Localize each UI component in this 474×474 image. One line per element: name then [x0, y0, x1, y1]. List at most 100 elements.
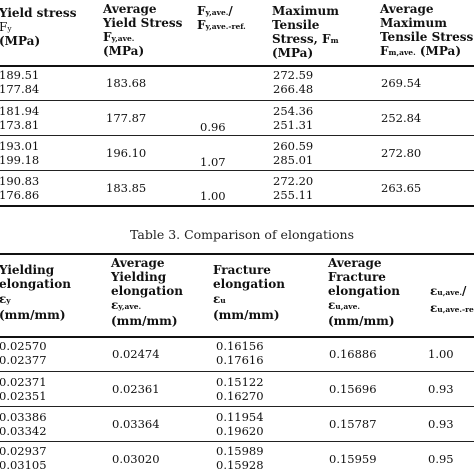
header-line: Yielding — [111, 270, 167, 284]
symbol-text: F — [197, 18, 206, 32]
max-tensile-value: 272.20 — [273, 174, 314, 188]
fracture-values: 0.16156 0.17616 — [216, 339, 264, 367]
max-tensile-value: 260.59 — [273, 139, 314, 153]
header-symbol: εu,ave.-ref. — [430, 301, 474, 315]
header-unit: (mm/mm) — [111, 314, 178, 328]
symbol-subscript: y,ave. — [205, 8, 229, 17]
yielding-elongation-value: 0.02371 — [0, 375, 47, 389]
header-line: Average — [380, 2, 434, 16]
header-unit: (mm/mm) — [213, 308, 280, 322]
max-tensile-value: 272.59 — [273, 68, 314, 82]
yield-stress-value: 189.51 — [0, 68, 40, 82]
average-yielding-value: 0.02361 — [112, 382, 160, 396]
header-symbol: Fy — [0, 20, 76, 34]
header-line: Average — [328, 256, 382, 270]
average-yielding-value: 0.02474 — [112, 347, 160, 361]
table-row: 181.94 173.81 — [0, 104, 39, 132]
row-divider — [0, 441, 474, 442]
header-unit: (MPa) — [0, 34, 41, 48]
symbol-text: F — [380, 44, 389, 58]
max-tensile-value: 285.01 — [273, 153, 314, 167]
symbol-subscript: u,ave. — [437, 288, 462, 297]
header-symbol: εy,ave. — [111, 298, 183, 312]
header-symbol: εu,ave./ — [430, 284, 474, 298]
max-tensile-value: 266.48 — [273, 82, 314, 96]
yield-stress-value: 173.81 — [0, 118, 40, 132]
yield-ratio-value: 0.96 — [200, 120, 226, 134]
table-row: 189.51 177.84 — [0, 68, 39, 96]
header-line: elongation — [213, 277, 285, 291]
fracture-elongation-value: 0.11954 — [216, 410, 264, 424]
table-row: 190.83 176.86 — [0, 174, 39, 202]
header-unit: (MPa) — [272, 46, 314, 60]
fracture-elongation-value: 0.19620 — [216, 424, 264, 438]
symbol-subscript: m — [330, 36, 339, 45]
header-yield-stress: Yield stress Fy (MPa) — [0, 6, 76, 48]
fracture-ratio-value: 0.93 — [428, 382, 454, 396]
table-row: 0.03386 0.03342 — [0, 410, 47, 438]
header-symbol: εy — [0, 292, 71, 306]
header-line: elongation — [0, 277, 71, 291]
yielding-elongation-value: 0.03105 — [0, 458, 47, 472]
average-yielding-value: 0.03020 — [112, 452, 160, 466]
table-row: 0.02937 0.03105 — [0, 444, 47, 472]
fracture-values: 0.11954 0.19620 — [216, 410, 264, 438]
header-line: elongation — [328, 284, 400, 298]
header-line: Average — [103, 2, 157, 16]
average-max-tensile-value: 252.84 — [381, 111, 422, 125]
table-row: 0.02570 0.02377 — [0, 339, 47, 367]
fracture-values: 0.15122 0.16270 — [216, 375, 264, 403]
average-max-tensile-value: 263.65 — [381, 181, 422, 195]
max-tensile-values: 254.36 251.31 — [273, 104, 313, 132]
fracture-ratio-value: 1.00 — [428, 347, 454, 361]
fracture-values: 0.15989 0.15928 — [216, 444, 264, 472]
average-yield-stress-value: 183.68 — [106, 76, 147, 90]
symbol-subscript: u — [220, 296, 226, 305]
average-fracture-value: 0.15696 — [329, 382, 377, 396]
yield-stress-value: 193.01 — [0, 139, 40, 153]
yielding-elongation-value: 0.02351 — [0, 389, 47, 403]
yielding-elongation-value: 0.02570 — [0, 339, 47, 353]
symbol-text: F — [0, 20, 8, 34]
yield-ratio-value: 1.00 — [200, 189, 226, 203]
slash-text: / — [461, 284, 467, 298]
header-fracture-ratio: εu,ave./ εu,ave.-ref. — [430, 284, 474, 315]
fracture-elongation-value: 0.17616 — [216, 353, 264, 367]
symbol-text: ε — [430, 301, 438, 315]
average-yielding-value: 0.03364 — [112, 417, 160, 431]
table1-header-rule — [0, 65, 474, 67]
symbol-text: Stress, F — [272, 32, 331, 46]
header-unit: (MPa) — [103, 44, 145, 58]
header-symbol: Fy,ave./ — [197, 4, 246, 18]
header-average-maximum-tensile-stress: Average Maximum Tensile Stress Fm,ave. (… — [380, 2, 473, 58]
header-line: elongation — [111, 284, 183, 298]
fracture-elongation-value: 0.16156 — [216, 339, 264, 353]
header-average-yielding-elongation: Average Yielding elongation εy,ave. (mm/… — [111, 256, 183, 328]
yield-stress-value: 181.94 — [0, 104, 40, 118]
slash-text: / — [228, 4, 233, 18]
header-symbol: εu,ave. — [328, 298, 400, 312]
row-divider — [0, 135, 474, 136]
yield-stress-value: 177.84 — [0, 82, 40, 96]
header-symbol: Stress, Fm — [272, 32, 339, 46]
header-symbol: εu — [213, 292, 285, 306]
symbol-subscript: y,ave. — [111, 34, 135, 43]
symbol-text: ε — [430, 284, 438, 298]
header-average-fracture-elongation: Average Fracture elongation εu,ave. (mm/… — [328, 256, 400, 328]
symbol-text: ε — [111, 298, 119, 312]
symbol-subscript: u,ave.-ref. — [437, 305, 474, 314]
header-fracture-elongation: Fracture elongation εu (mm/mm) — [213, 263, 285, 322]
max-tensile-value: 251.31 — [273, 118, 314, 132]
max-tensile-value: 255.11 — [273, 188, 314, 202]
header-line: Tensile — [272, 18, 320, 32]
symbol-subscript: y — [7, 24, 12, 33]
header-line: Yield stress — [0, 6, 77, 20]
symbol-subscript: y — [6, 296, 11, 305]
header-line: Fracture — [213, 263, 271, 277]
fracture-elongation-value: 0.15122 — [216, 375, 264, 389]
average-yield-stress-value: 196.10 — [106, 146, 147, 160]
row-divider — [0, 406, 474, 407]
header-average-yield-stress: Average Yield Stress Fy,ave. (MPa) — [103, 2, 182, 58]
yield-stress-value: 199.18 — [0, 153, 40, 167]
yield-stress-value: 176.86 — [0, 188, 40, 202]
